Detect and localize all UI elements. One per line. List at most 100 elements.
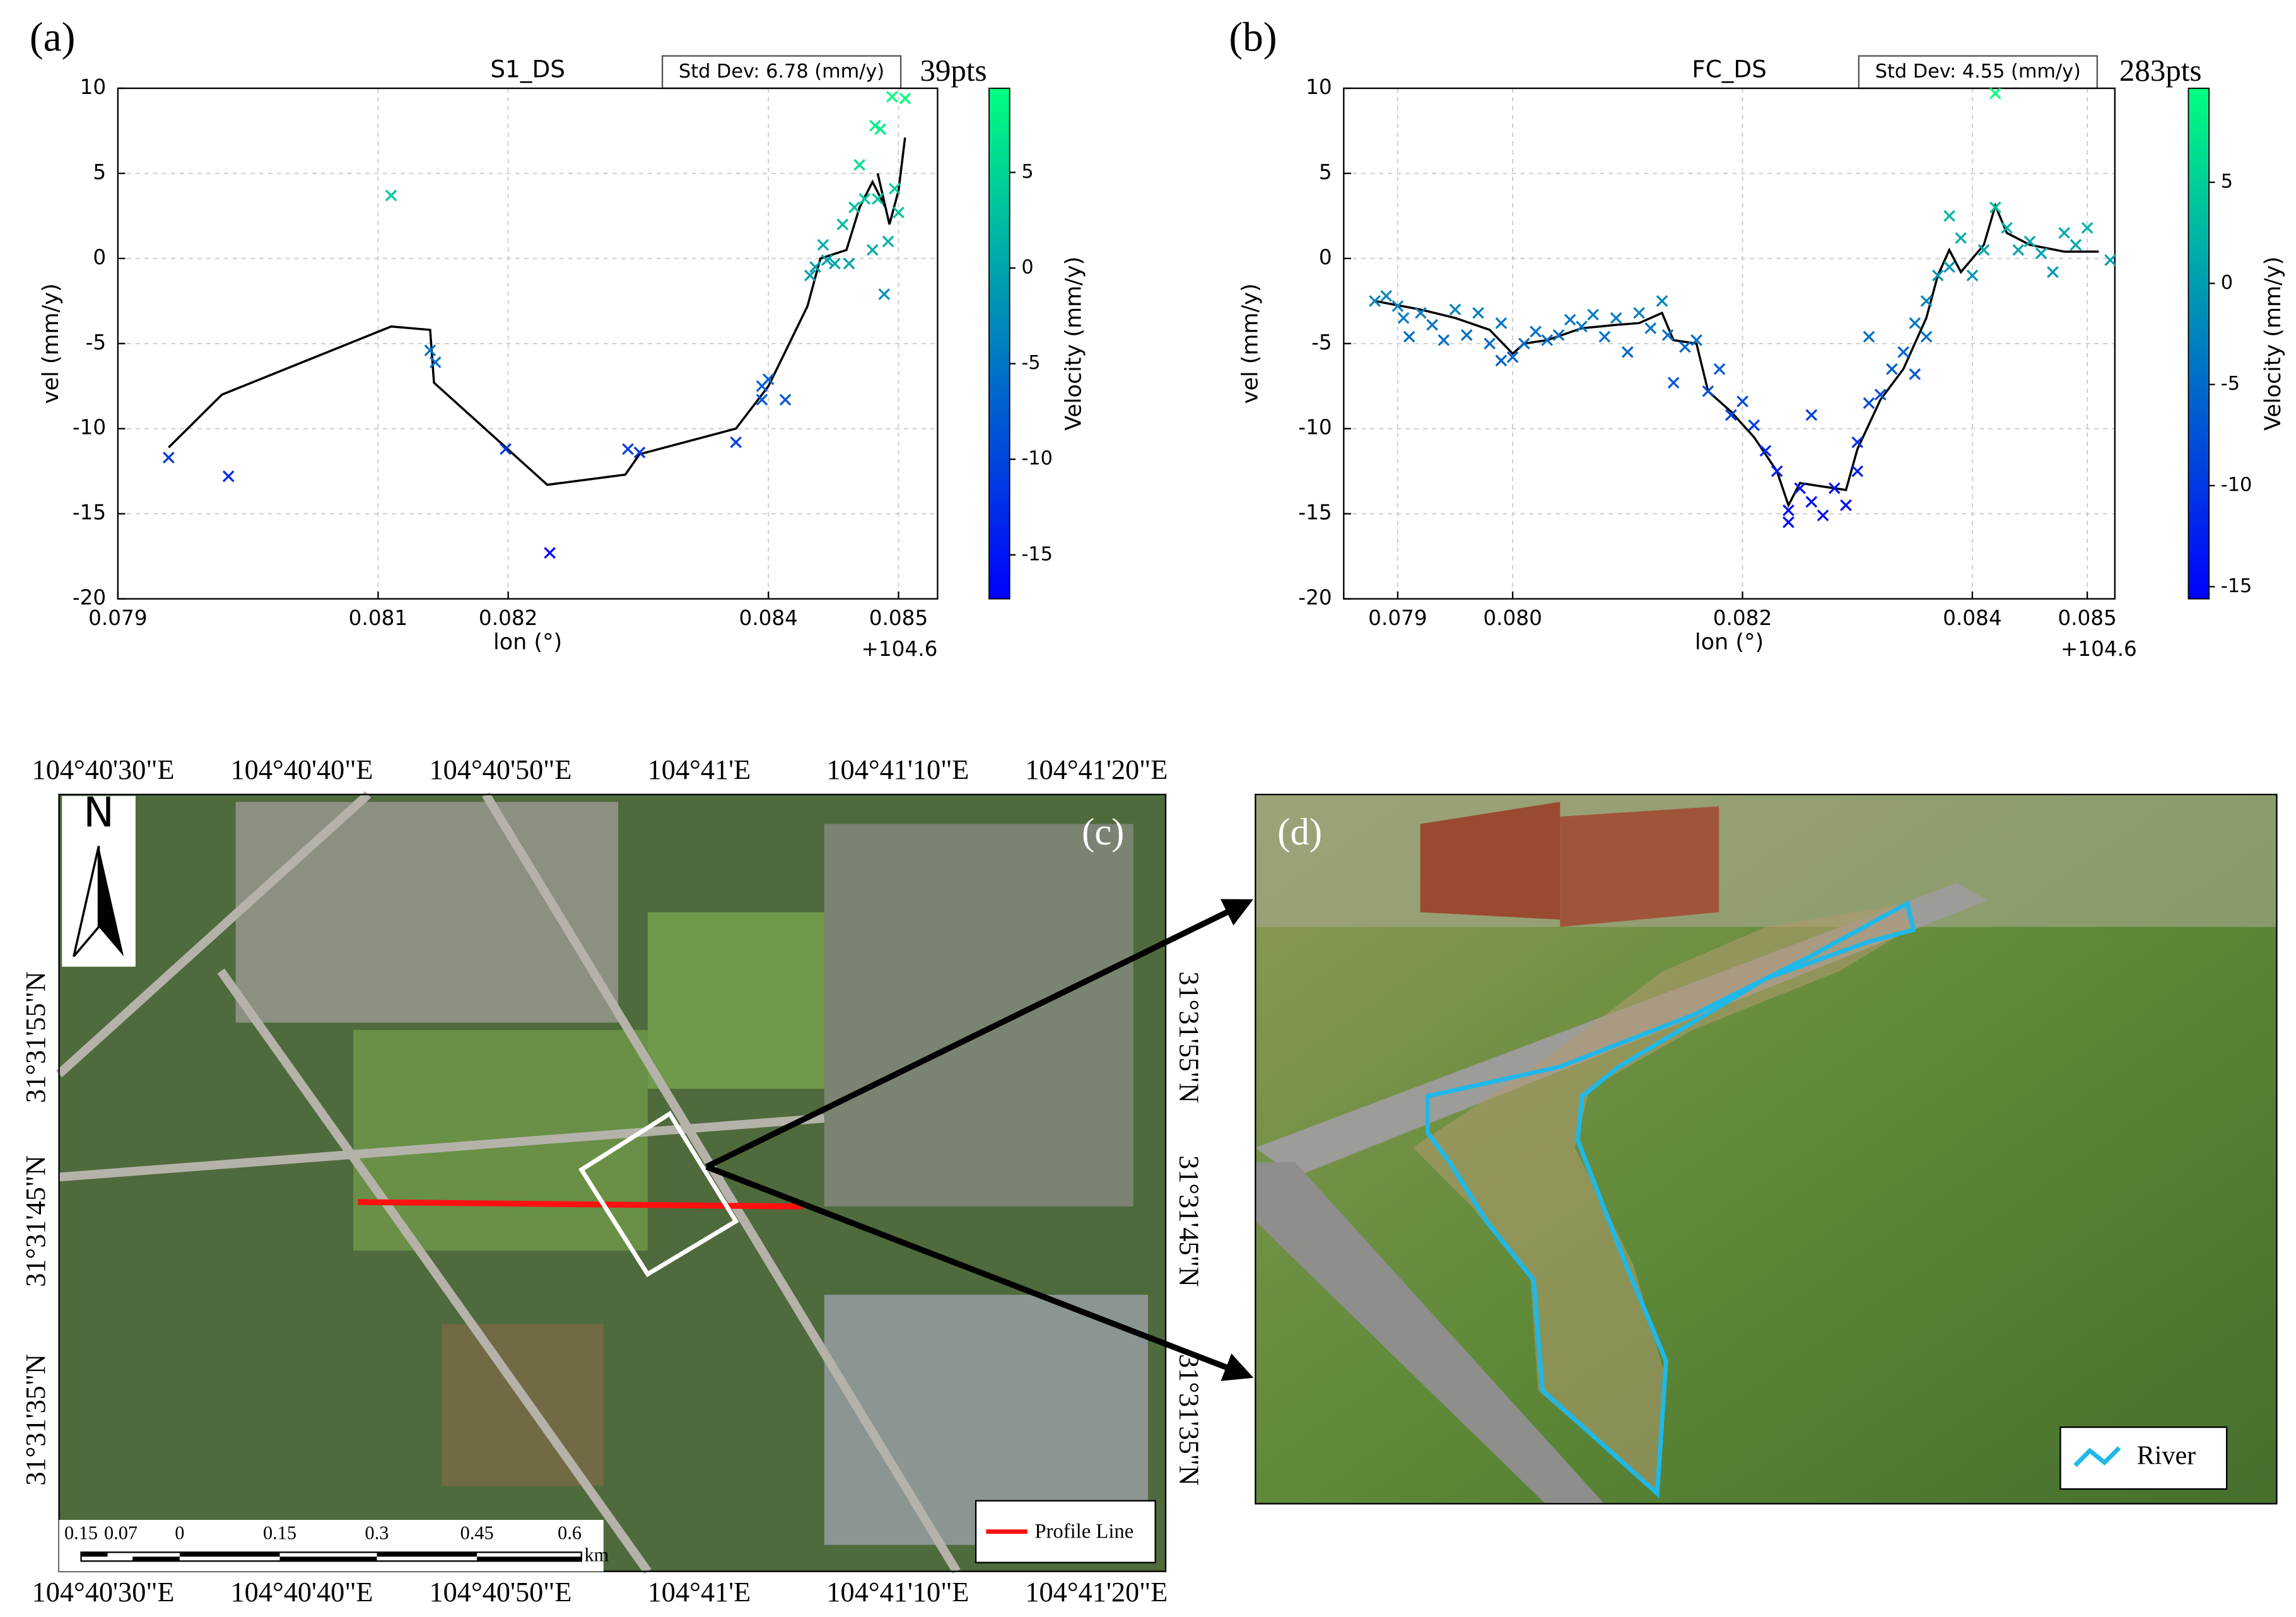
point bbox=[1805, 409, 1818, 421]
scale-bar bbox=[477, 1556, 582, 1562]
point bbox=[1530, 325, 1542, 338]
lon-label: 104°41'E bbox=[648, 1577, 751, 1608]
river-outline bbox=[1425, 900, 1916, 1498]
point bbox=[1690, 334, 1702, 346]
point bbox=[1391, 300, 1404, 312]
scale-label: 0 bbox=[175, 1522, 184, 1543]
point bbox=[858, 193, 871, 205]
point bbox=[1759, 445, 1772, 457]
point bbox=[1725, 409, 1737, 421]
field bbox=[442, 1324, 604, 1486]
annotation-box bbox=[661, 55, 902, 90]
background bbox=[1255, 794, 2277, 927]
x-offset-label: +104.6 bbox=[862, 637, 938, 661]
point bbox=[1661, 329, 1674, 341]
point bbox=[1506, 351, 1519, 363]
point bbox=[1783, 516, 1795, 528]
point bbox=[1920, 330, 1933, 343]
lat-label: 31°31'35"N bbox=[1173, 1354, 1204, 1486]
legend bbox=[2059, 1426, 2228, 1490]
point bbox=[1805, 496, 1818, 508]
point bbox=[1863, 330, 1875, 343]
colorbar-tick-label: -15 bbox=[1021, 543, 1053, 565]
arrow bbox=[705, 899, 1254, 1170]
point bbox=[899, 92, 911, 105]
scale-bar-box bbox=[59, 1520, 604, 1572]
y-tick-label: -5 bbox=[86, 330, 107, 354]
point bbox=[2024, 235, 2036, 248]
y-axis-label: vel (mm/y) bbox=[1238, 283, 1263, 404]
scale-label: 0.15 bbox=[263, 1522, 296, 1543]
point bbox=[1679, 341, 1691, 353]
lon-label: 104°40'50"E bbox=[429, 1577, 571, 1608]
point bbox=[1541, 334, 1554, 346]
y-tick-label: -5 bbox=[1311, 330, 1332, 354]
panel-label: (d) bbox=[1277, 811, 1322, 853]
point bbox=[869, 120, 881, 132]
y-tick-label: 5 bbox=[1319, 160, 1332, 184]
map-c: N Profile Line (c) bbox=[56, 789, 1254, 1574]
x-tick-label: 0.084 bbox=[1943, 606, 2002, 630]
colorbar-tick-label: -15 bbox=[2221, 575, 2252, 597]
urban-area bbox=[824, 824, 1133, 1207]
chart-title: S1_DS bbox=[490, 55, 565, 83]
lon-label: 104°41'10"E bbox=[826, 1577, 969, 1608]
point bbox=[1380, 289, 1393, 302]
lon-label: 104°41'E bbox=[648, 754, 751, 785]
point bbox=[1518, 337, 1530, 350]
scale-unit: km bbox=[584, 1544, 609, 1565]
point bbox=[1989, 201, 2001, 214]
point bbox=[2070, 238, 2082, 251]
point bbox=[1369, 295, 1381, 307]
point bbox=[1484, 337, 1496, 350]
chart: (b) FC_DS Std Dev: 4.55 (mm/y) 283pts 10 5 0 -5… bbox=[1229, 15, 2285, 661]
point bbox=[1840, 499, 1852, 511]
legend-swatch bbox=[2073, 1446, 2121, 1468]
point bbox=[888, 182, 901, 195]
point bbox=[2104, 254, 2116, 266]
lon-label: 104°40'30"E bbox=[32, 754, 175, 785]
point bbox=[2035, 247, 2047, 260]
point bbox=[1564, 313, 1576, 326]
plot-frame bbox=[117, 87, 939, 600]
point bbox=[1897, 346, 1909, 358]
point bbox=[622, 443, 634, 455]
map-frame bbox=[58, 793, 1167, 1572]
point bbox=[1644, 322, 1657, 334]
colorbar-tick-label: 0 bbox=[1021, 256, 1033, 278]
x-tick-label: 0.085 bbox=[869, 606, 928, 630]
point bbox=[1397, 312, 1410, 324]
colorbar-tick-label: -5 bbox=[1021, 352, 1040, 374]
colorbar-label: Velocity (mm/y) bbox=[2261, 257, 2286, 431]
point bbox=[853, 159, 865, 171]
y-tick-label: 10 bbox=[1306, 75, 1332, 99]
x-tick-label: 0.079 bbox=[88, 606, 148, 630]
x-offset-label: +104.6 bbox=[2061, 637, 2137, 661]
count-label: 39pts bbox=[920, 53, 987, 88]
point bbox=[730, 436, 742, 448]
point bbox=[163, 452, 175, 464]
point bbox=[756, 394, 768, 406]
annotation-box bbox=[1858, 55, 2098, 90]
point bbox=[1702, 385, 1714, 397]
x-tick-label: 0.082 bbox=[479, 606, 538, 630]
map-d: River (d) bbox=[1255, 793, 2278, 1505]
point bbox=[1438, 334, 1450, 346]
lon-label: 104°41'20"E bbox=[1025, 754, 1168, 785]
x-tick-label: 0.085 bbox=[2058, 606, 2117, 630]
point bbox=[1748, 419, 1760, 431]
point bbox=[1977, 244, 1990, 256]
road bbox=[56, 791, 961, 1574]
point bbox=[1449, 303, 1461, 316]
point bbox=[1587, 308, 1599, 321]
point bbox=[1920, 295, 1933, 307]
point bbox=[1966, 269, 1979, 282]
point bbox=[1495, 354, 1508, 367]
point bbox=[829, 257, 841, 270]
y-tick-label: -20 bbox=[73, 586, 106, 610]
point bbox=[1771, 465, 1783, 477]
point bbox=[1667, 377, 1680, 389]
point bbox=[1943, 210, 1955, 222]
